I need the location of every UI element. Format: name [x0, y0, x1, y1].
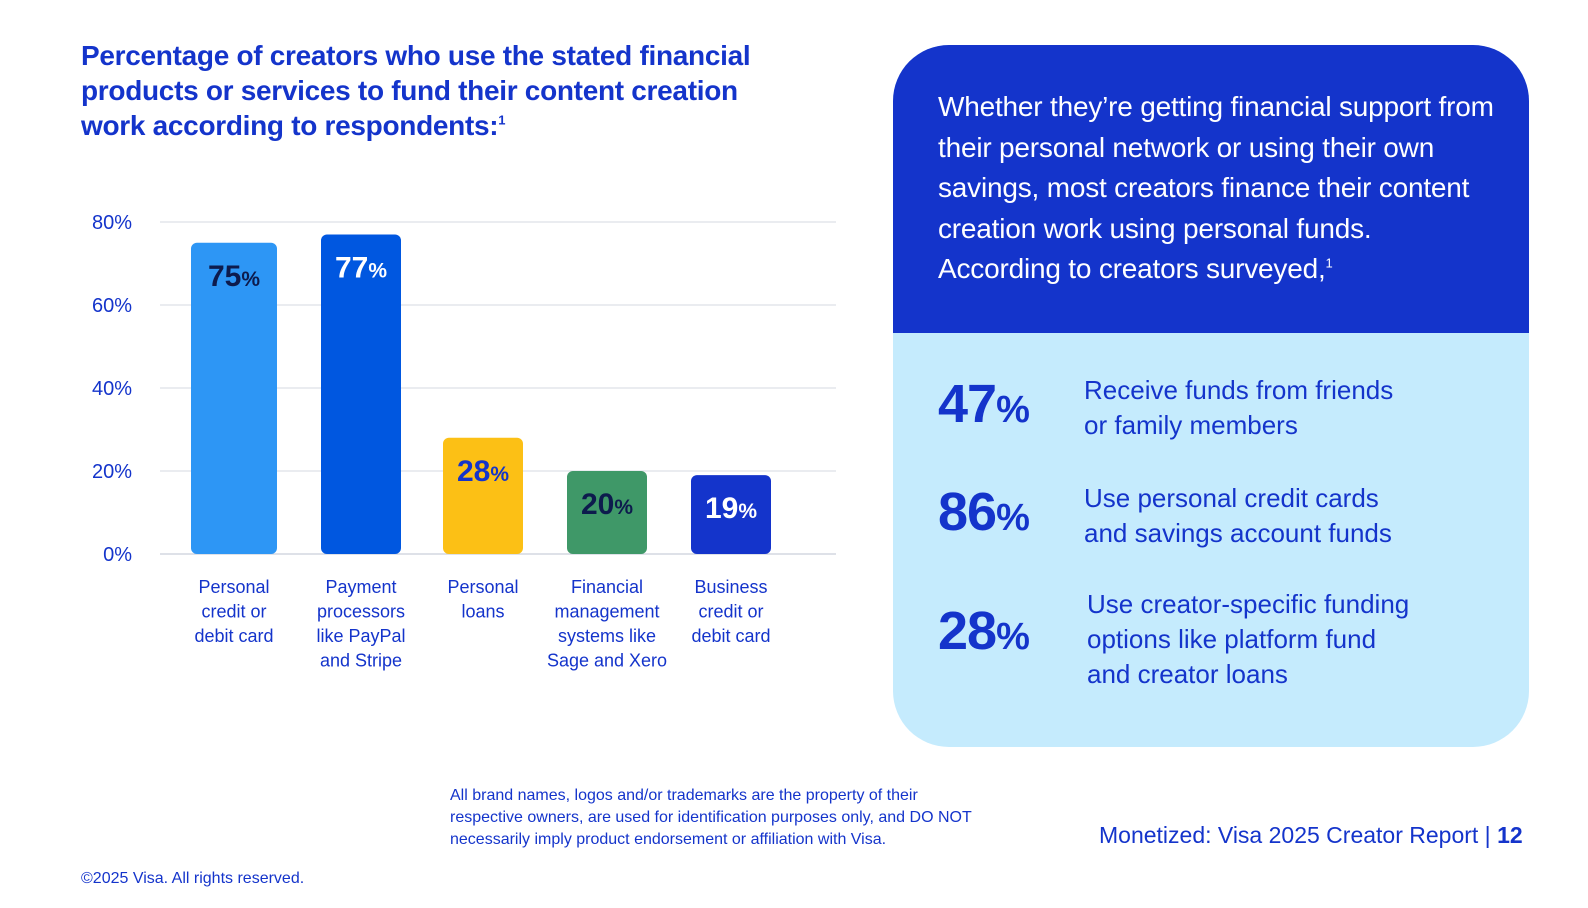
stat-number: 28: [938, 601, 997, 661]
callout-panel: Whether they’re getting financial suppor…: [893, 45, 1529, 747]
category-label-line: debit card: [194, 626, 273, 646]
report-title: Monetized: Visa 2025 Creator Report: [1099, 822, 1479, 848]
x-category-label: Personal credit or debit card: [194, 577, 273, 646]
bar: [691, 475, 771, 554]
category-label-line: processors: [317, 602, 405, 622]
data-label-value: 28: [457, 455, 490, 488]
stat-unit: %: [996, 389, 1030, 431]
page-number: 12: [1497, 822, 1523, 848]
y-tick-label: 0%: [103, 544, 132, 566]
chart-title: Percentage of creators who use the state…: [81, 38, 801, 143]
stat-unit: %: [996, 616, 1030, 658]
disclaimer-line: All brand names, logos and/or trademarks…: [450, 787, 918, 804]
report-footer: Monetized: Visa 2025 Creator Report | 12: [1099, 822, 1523, 849]
y-tick-label: 80%: [92, 212, 132, 234]
data-label-unit: %: [614, 496, 633, 519]
stat-number: 86: [938, 482, 997, 542]
stat-description: Use personal credit cards and savings ac…: [1084, 481, 1484, 551]
stat-row: 86% Use personal credit cards and saving…: [938, 481, 1498, 591]
stat-description: Use creator-specific funding options lik…: [1087, 587, 1487, 692]
data-label-value: 77: [335, 251, 368, 284]
stat-line: and savings account funds: [1084, 518, 1392, 548]
disclaimer-line: respective owners, are used for identifi…: [450, 809, 972, 826]
stat-number: 47: [938, 374, 997, 434]
category-label-line: Payment: [325, 577, 396, 597]
bar: [443, 437, 523, 554]
copyright: ©2025 Visa. All rights reserved.: [81, 870, 305, 887]
bar: [191, 242, 277, 554]
bar-chart: 0% 20% 40% 60% 80% 75% Personal credit or debit …: [92, 212, 836, 671]
category-label-line: loans: [461, 602, 504, 622]
stat-line: or family members: [1084, 410, 1298, 440]
data-label: 19%: [705, 492, 757, 525]
category-label-line: systems like: [558, 626, 656, 646]
trademark-disclaimer: All brand names, logos and/or trademarks…: [450, 785, 1050, 851]
x-category-label: Financial management systems like Sage and …: [547, 577, 667, 671]
chart-title-text: Percentage of creators who use the state…: [81, 40, 751, 141]
x-category-label: Business credit or debit card: [691, 577, 770, 646]
category-label-line: Personal: [198, 577, 269, 597]
x-category-label: Personal loans: [447, 577, 518, 622]
category-label-line: Sage and Xero: [547, 651, 667, 671]
stat-row: 47% Receive funds from friends or family…: [938, 373, 1498, 483]
y-tick-label: 20%: [92, 461, 132, 483]
callout-intro-text: Whether they’re getting financial suppor…: [938, 91, 1494, 284]
data-label: 75%: [208, 260, 260, 293]
data-label-unit: %: [738, 500, 757, 523]
data-label-value: 19: [705, 492, 738, 525]
data-label-unit: %: [241, 268, 260, 291]
stat-value: 47%: [938, 373, 1030, 435]
stat-line: Use creator-specific funding: [1087, 589, 1410, 619]
chart-title-footnote: 1: [498, 112, 506, 128]
bar: [567, 471, 647, 554]
data-label: 20%: [581, 488, 633, 521]
category-label-line: credit or: [698, 602, 763, 622]
y-tick-label: 60%: [92, 295, 132, 317]
category-label-line: management: [554, 602, 659, 622]
stat-value: 86%: [938, 481, 1030, 543]
stat-row: 28% Use creator-specific funding options…: [938, 589, 1498, 704]
category-label-line: Financial: [571, 577, 643, 597]
data-label-value: 20: [581, 488, 614, 521]
callout-header: Whether they’re getting financial suppor…: [893, 45, 1529, 333]
footer-separator: |: [1478, 822, 1498, 848]
category-label-line: credit or: [201, 602, 266, 622]
data-label: 77%: [335, 251, 387, 284]
category-label-line: and Stripe: [320, 651, 402, 671]
stat-line: and creator loans: [1087, 659, 1288, 689]
stat-unit: %: [996, 497, 1030, 539]
stat-line: Use personal credit cards: [1084, 483, 1379, 513]
data-label: 28%: [457, 455, 509, 488]
callout-intro: Whether they’re getting financial suppor…: [938, 87, 1498, 290]
callout-intro-footnote: 1: [1325, 255, 1333, 271]
category-label-line: debit card: [691, 626, 770, 646]
category-label-line: like PayPal: [316, 626, 405, 646]
data-label-unit: %: [368, 259, 387, 282]
category-label-line: Personal: [447, 577, 518, 597]
y-tick-label: 40%: [92, 378, 132, 400]
stat-line: options like platform fund: [1087, 624, 1377, 654]
data-label-value: 75: [208, 260, 241, 293]
stat-line: Receive funds from friends: [1084, 375, 1394, 405]
stat-description: Receive funds from friends or family mem…: [1084, 373, 1484, 443]
disclaimer-line: necessarily imply product endorsement or…: [450, 831, 887, 848]
x-category-label: Payment processors like PayPal and Stripe: [316, 577, 405, 671]
bar: [321, 234, 401, 554]
data-label-unit: %: [490, 463, 509, 486]
stat-value: 28%: [938, 600, 1030, 662]
category-label-line: Business: [694, 577, 767, 597]
